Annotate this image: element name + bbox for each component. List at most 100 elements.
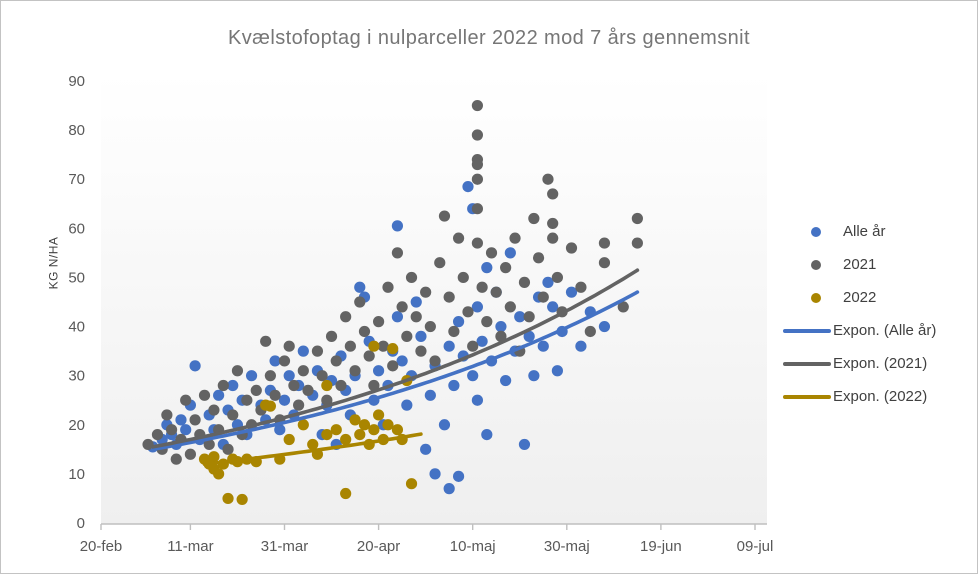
scatter-point (448, 325, 460, 338)
scatter-point (448, 379, 460, 392)
scatter-point (504, 301, 516, 313)
scatter-point (401, 399, 413, 411)
scatter-point (490, 286, 502, 298)
scatter-point (231, 365, 244, 377)
scatter-point (382, 281, 394, 293)
legend-label: 2021 (843, 256, 877, 273)
scatter-point (377, 340, 389, 352)
scatter-point (405, 478, 418, 490)
scatter-point (344, 340, 356, 352)
scatter-point (335, 379, 347, 392)
scatter-point (274, 424, 286, 436)
scatter-point (368, 340, 380, 352)
scatter-point (358, 419, 371, 431)
legend-dot-marker (811, 259, 821, 270)
scatter-point (471, 237, 484, 249)
scatter-point (443, 483, 455, 495)
scatter-point (372, 316, 385, 328)
scatter-point (354, 281, 366, 293)
legend-line-marker (783, 328, 831, 333)
scatter-point (316, 370, 328, 382)
scatter-point (467, 370, 479, 382)
scatter-point (391, 220, 404, 232)
scatter-point (495, 320, 507, 333)
scatter-point (481, 316, 493, 328)
scatter-point (288, 379, 300, 392)
scatter-point (151, 429, 164, 441)
scatter-point (509, 232, 521, 244)
chart-title: Kvælstofoptag i nulparceller 2022 mod 7 … (228, 27, 750, 49)
legend-item-alle-r: Alle år (783, 215, 973, 248)
scatter-point (396, 355, 408, 367)
scatter-point (297, 345, 309, 357)
scatter-point (222, 492, 234, 505)
scatter-point (269, 355, 281, 367)
scatter-point (518, 438, 531, 451)
y-tick-label: 60 (68, 220, 85, 237)
legend-line-marker (783, 394, 831, 399)
x-tick-label: 11-mar (167, 538, 213, 555)
legend-item-expon-2022-: Expon. (2022) (783, 380, 973, 413)
scatter-point (180, 424, 192, 436)
scatter-point (537, 340, 549, 352)
scatter-point (551, 271, 563, 284)
legend-label: Expon. (2022) (833, 388, 928, 405)
scatter-point (514, 311, 526, 323)
scatter-point (452, 316, 465, 328)
scatter-point (208, 451, 220, 463)
scatter-point (245, 370, 258, 382)
scatter-point (584, 325, 596, 338)
scatter-point (528, 212, 540, 225)
scatter-point (542, 173, 554, 185)
legend: Alle år 2021 2022 Expon. (Alle år) Expon. (2… (783, 215, 973, 413)
scatter-point (142, 438, 154, 451)
scatter-point (598, 320, 611, 333)
scatter-point (452, 232, 465, 244)
scatter-point (598, 257, 611, 269)
scatter-point (485, 247, 498, 259)
scatter-point (481, 429, 493, 441)
scatter-point (175, 414, 187, 426)
scatter-point (547, 188, 559, 200)
scatter-point (349, 414, 361, 426)
scatter-point (518, 276, 531, 288)
scatter-point (208, 404, 220, 416)
scatter-point (532, 252, 545, 264)
y-tick-label: 20 (68, 417, 85, 434)
scatter-point (213, 468, 225, 480)
scatter-point (457, 271, 469, 284)
y-tick-label: 80 (68, 122, 85, 139)
scatter-point (471, 173, 484, 185)
scatter-point (547, 217, 559, 230)
scatter-point (321, 429, 333, 441)
scatter-point (575, 281, 587, 293)
scatter-point (354, 296, 366, 308)
scatter-point (410, 311, 422, 323)
scatter-point (269, 389, 281, 401)
scatter-point (293, 399, 305, 411)
x-tick-label: 09-jul (737, 538, 774, 555)
scatter-point (283, 340, 295, 352)
scatter-point (391, 311, 404, 323)
scatter-point (443, 340, 455, 352)
scatter-point (330, 424, 342, 436)
scatter-point (189, 360, 201, 372)
scatter-point (382, 419, 394, 431)
scatter-point (631, 237, 643, 249)
scatter-point (340, 433, 352, 446)
scatter-point (391, 247, 404, 259)
scatter-point (321, 394, 333, 406)
scatter-point (213, 389, 225, 401)
scatter-point (180, 394, 192, 406)
x-tick-label: 31-mar (261, 538, 309, 555)
scatter-point (415, 345, 427, 357)
scatter-point (278, 355, 291, 367)
scatter-point (462, 180, 474, 193)
scatter-point (420, 443, 432, 455)
legend-line-marker (783, 361, 831, 366)
scatter-point (537, 291, 549, 303)
scatter-point (542, 276, 554, 288)
scatter-point (368, 424, 380, 436)
scatter-point (396, 301, 408, 313)
scatter-point (471, 203, 484, 215)
